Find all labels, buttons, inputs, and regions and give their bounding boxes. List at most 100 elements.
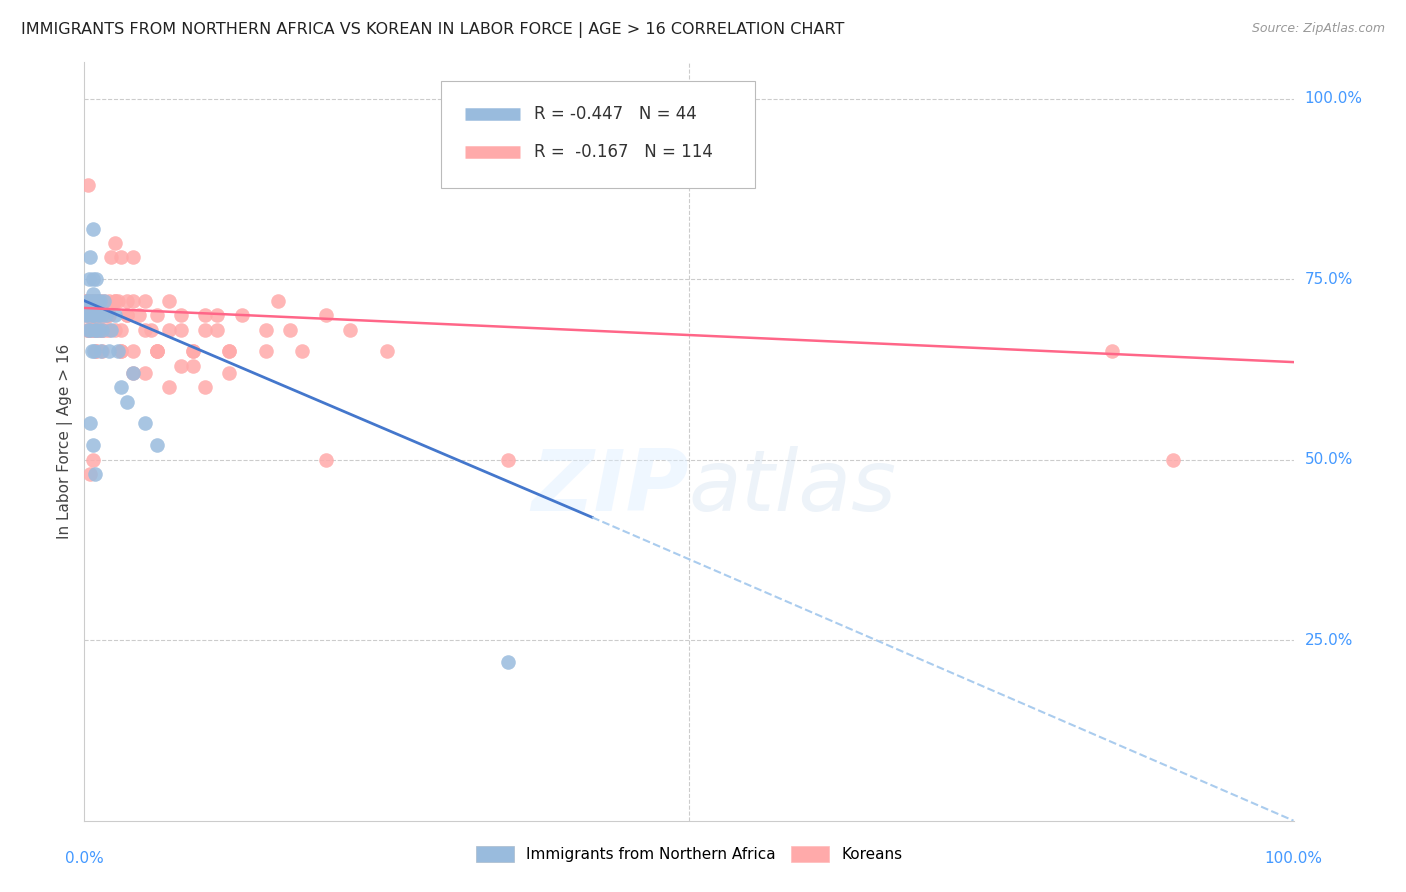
Point [83, 308, 105, 322]
Point [315, 452, 337, 467]
Point [128, 308, 150, 322]
Point [83, 308, 105, 322]
Point [77, 323, 100, 337]
Point [170, 359, 193, 373]
Point [82, 452, 104, 467]
Point [91, 323, 114, 337]
Point [496, 452, 519, 467]
Point [104, 293, 127, 308]
Point [104, 323, 127, 337]
Point [207, 323, 229, 337]
Point [231, 308, 253, 322]
Text: atlas: atlas [689, 445, 897, 529]
Point [110, 251, 132, 265]
Point [90, 308, 112, 322]
Point [146, 308, 169, 322]
Point [76, 293, 98, 308]
Y-axis label: In Labor Force | Age > 16: In Labor Force | Age > 16 [58, 344, 73, 539]
Point [94, 308, 117, 322]
Point [77, 308, 100, 322]
Point [89, 293, 111, 308]
Point [194, 380, 217, 394]
Text: ZIP: ZIP [531, 445, 689, 529]
Point [80, 308, 103, 322]
Point [194, 308, 217, 322]
Point [82, 221, 104, 235]
Point [115, 308, 138, 322]
Point [104, 293, 127, 308]
Point [121, 251, 143, 265]
Text: 50.0%: 50.0% [1305, 452, 1353, 467]
Point [110, 344, 132, 359]
Point [97, 293, 120, 308]
Point [84, 293, 107, 308]
Point [82, 323, 104, 337]
Point [77, 293, 100, 308]
Point [146, 344, 169, 359]
Text: IMMIGRANTS FROM NORTHERN AFRICA VS KOREAN IN LABOR FORCE | AGE > 16 CORRELATION : IMMIGRANTS FROM NORTHERN AFRICA VS KOREA… [21, 22, 845, 38]
Point [1101, 344, 1123, 359]
Point [75, 308, 97, 322]
Point [79, 467, 101, 481]
Point [79, 293, 101, 308]
Point [97, 308, 120, 322]
Point [76, 323, 98, 337]
Point [91, 308, 114, 322]
Point [315, 308, 337, 322]
Point [82, 293, 104, 308]
Point [80, 323, 103, 337]
Point [134, 293, 156, 308]
Point [77, 308, 100, 322]
Text: 0.0%: 0.0% [65, 851, 104, 866]
Point [104, 308, 127, 322]
Point [110, 380, 132, 394]
Point [77, 293, 100, 308]
Point [218, 344, 240, 359]
Text: 25.0%: 25.0% [1305, 632, 1353, 648]
Point [77, 293, 100, 308]
Point [93, 293, 115, 308]
Point [87, 308, 110, 322]
Point [80, 308, 103, 322]
Point [87, 323, 110, 337]
Point [84, 467, 107, 481]
Point [86, 293, 108, 308]
Point [93, 293, 115, 308]
Point [90, 344, 112, 359]
Point [86, 308, 108, 322]
Point [291, 344, 314, 359]
Point [86, 293, 108, 308]
Point [115, 293, 138, 308]
Point [104, 235, 127, 250]
Point [83, 308, 105, 322]
Point [82, 308, 104, 322]
Point [94, 308, 117, 322]
Point [375, 344, 398, 359]
Point [82, 308, 104, 322]
Point [77, 178, 100, 193]
Legend: Immigrants from Northern Africa, Koreans: Immigrants from Northern Africa, Koreans [475, 847, 903, 863]
Point [77, 293, 100, 308]
Point [82, 272, 104, 286]
Point [84, 293, 107, 308]
Point [80, 344, 103, 359]
Point [96, 308, 118, 322]
Point [94, 308, 117, 322]
Point [75, 308, 97, 322]
Point [121, 366, 143, 380]
Point [170, 308, 193, 322]
Point [110, 323, 132, 337]
Point [82, 286, 104, 301]
Point [1161, 452, 1184, 467]
Point [146, 344, 169, 359]
Point [97, 308, 120, 322]
Point [77, 323, 100, 337]
Point [91, 323, 114, 337]
Point [254, 344, 277, 359]
Point [181, 344, 204, 359]
Point [278, 323, 301, 337]
Point [83, 323, 105, 337]
Point [76, 293, 98, 308]
Point [86, 323, 108, 337]
Point [75, 293, 97, 308]
